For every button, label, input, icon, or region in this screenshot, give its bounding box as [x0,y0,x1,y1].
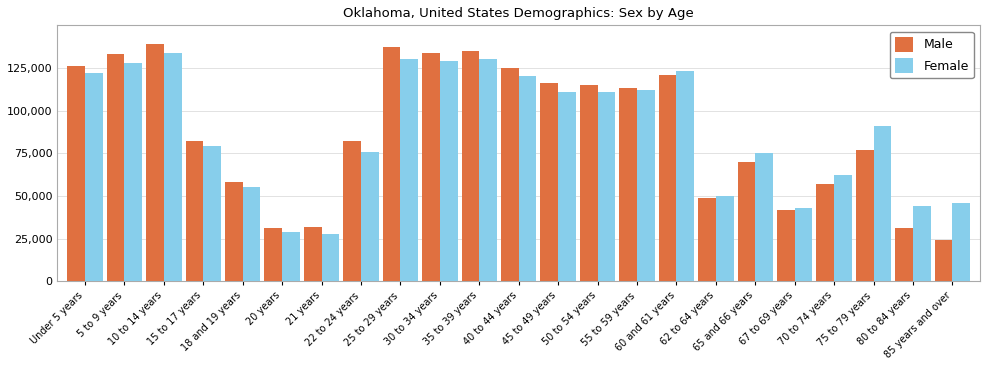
Bar [304,227,321,281]
Bar [737,162,754,281]
Bar [618,88,636,281]
Bar [815,184,833,281]
Bar [855,150,873,281]
Bar [361,152,379,281]
Bar [185,141,203,281]
Bar [67,66,85,281]
Bar [146,44,164,281]
Bar [243,188,260,281]
Bar [540,83,558,281]
Bar [912,206,930,281]
Bar [833,175,851,281]
Bar [754,153,772,281]
Title: Oklahoma, United States Demographics: Sex by Age: Oklahoma, United States Demographics: Se… [343,7,693,20]
Bar [164,52,181,281]
Legend: Male, Female: Male, Female [888,32,973,78]
Bar [597,92,614,281]
Bar [776,210,794,281]
Bar [873,126,890,281]
Bar [658,75,675,281]
Bar [951,203,969,281]
Bar [282,232,300,281]
Bar [501,68,519,281]
Bar [321,233,339,281]
Bar [479,59,497,281]
Bar [519,76,536,281]
Bar [636,90,654,281]
Bar [422,52,440,281]
Bar [124,63,142,281]
Bar [558,92,575,281]
Bar [894,228,912,281]
Bar [383,47,400,281]
Bar [85,73,103,281]
Bar [225,182,243,281]
Bar [675,71,693,281]
Bar [343,141,361,281]
Bar [461,51,479,281]
Bar [203,146,221,281]
Bar [934,240,951,281]
Bar [440,61,458,281]
Bar [715,196,733,281]
Bar [579,85,597,281]
Bar [697,198,715,281]
Bar [794,208,811,281]
Bar [264,228,282,281]
Bar [106,54,124,281]
Bar [400,59,418,281]
